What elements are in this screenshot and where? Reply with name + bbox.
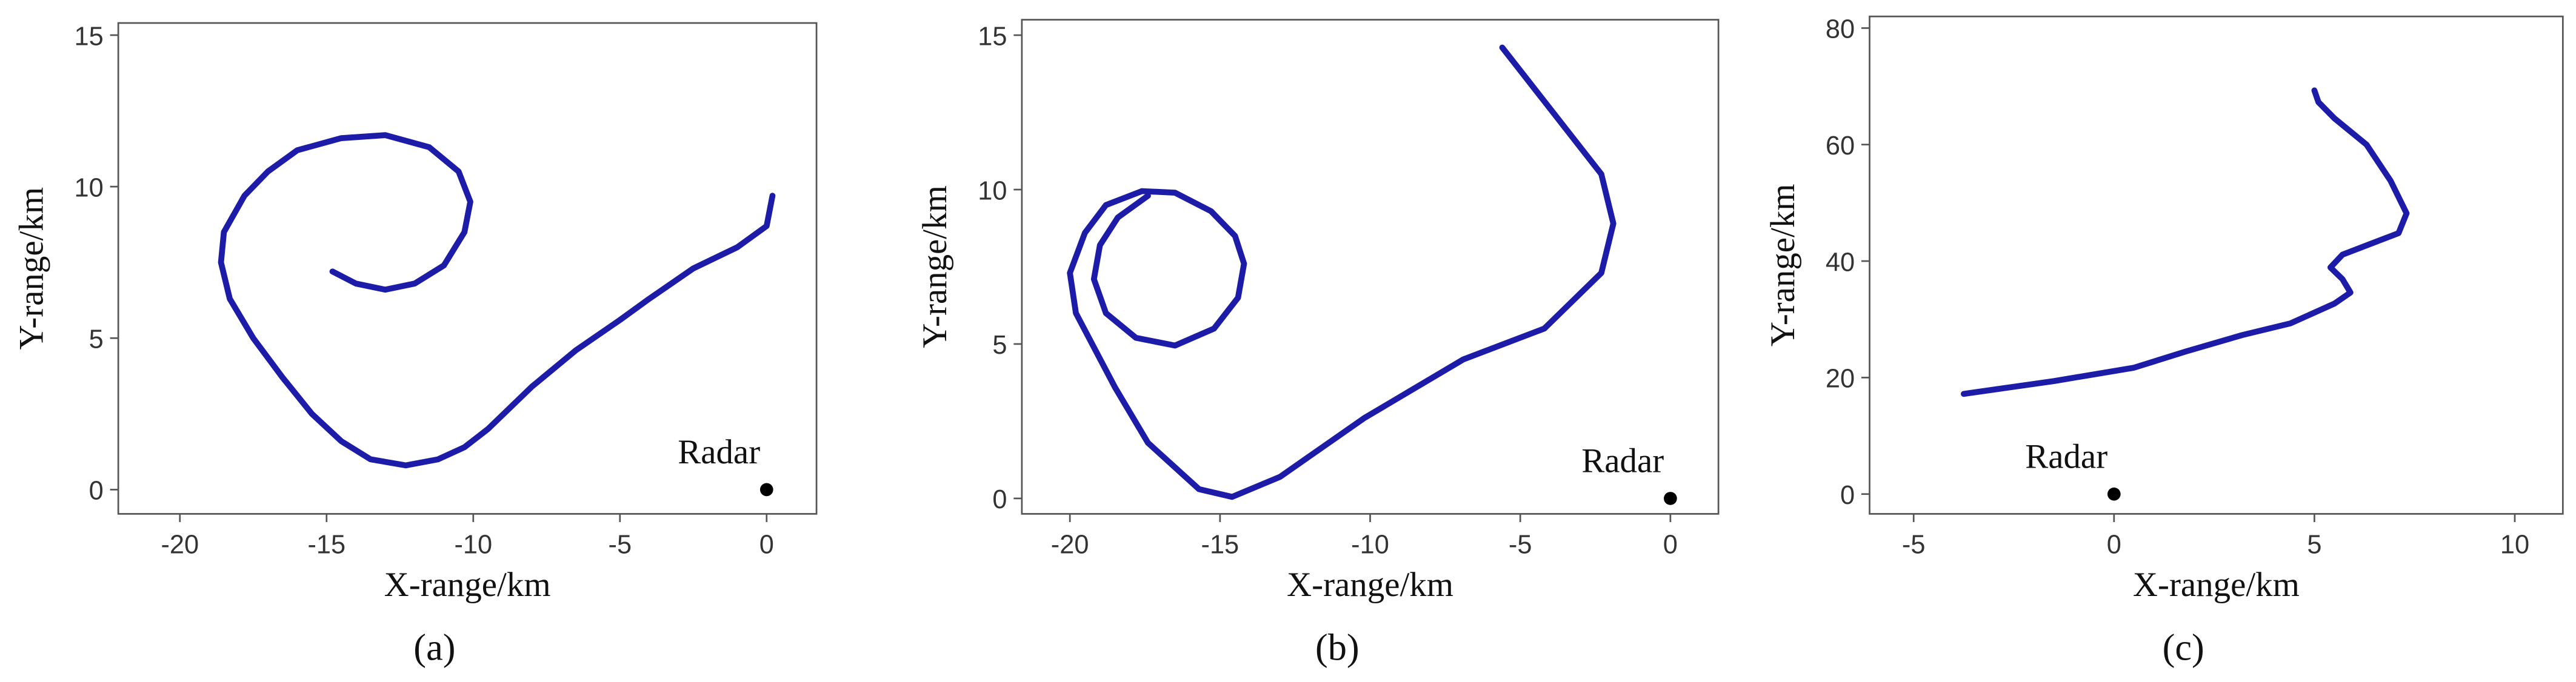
x-tick-label: -10 [1351, 530, 1389, 559]
panel: -5 0 5 10 0 20 40 60 80 X-range/km Y-range/km (c) Ra… [1764, 15, 2564, 669]
radar-marker [759, 483, 773, 497]
x-tick-label: 10 [2500, 530, 2529, 559]
y-tick-label: 5 [992, 331, 1007, 360]
x-tick-label: -10 [454, 530, 492, 559]
x-tick-label: 5 [2307, 530, 2321, 559]
y-axis-label: Y-range/km [1764, 184, 1802, 346]
x-tick-label: 0 [759, 530, 774, 559]
plot-frame [1021, 19, 1720, 515]
panel: -20 -15 -10 -5 0 0 5 10 15 X-range/km Y-range/km (b… [916, 19, 1720, 669]
trajectory [1067, 44, 1617, 500]
caption: (b) [1315, 627, 1360, 669]
trajectory [218, 132, 776, 469]
x-axis-label: X-range/km [1287, 566, 1453, 604]
y-tick-label: 0 [89, 477, 104, 506]
trajectory [1960, 87, 2410, 397]
y-tick-label: 15 [75, 22, 104, 51]
plot-frame [117, 22, 818, 515]
radar-label: Radar [1581, 442, 1664, 480]
y-tick-label: 15 [978, 22, 1007, 51]
y-axis-label: Y-range/km [916, 185, 954, 348]
radar-label: Radar [678, 433, 760, 471]
x-tick-label: 0 [2107, 530, 2121, 559]
y-tick-label: 40 [1826, 248, 1855, 277]
plot-frame [1869, 15, 2564, 515]
y-tick-label: 20 [1826, 365, 1855, 394]
y-tick-label: 5 [89, 325, 104, 354]
y-tick-label: 0 [1840, 481, 1855, 510]
x-tick-label: 0 [1663, 530, 1678, 559]
x-tick-label: -15 [307, 530, 345, 559]
radar-label: Radar [2025, 437, 2107, 475]
x-axis-label: X-range/km [384, 566, 551, 604]
radar-marker [2107, 487, 2121, 501]
caption: (c) [2163, 627, 2204, 669]
y-axis-label: Y-range/km [12, 187, 50, 350]
caption: (a) [413, 627, 455, 669]
y-tick-label: 0 [992, 485, 1007, 514]
x-tick-label: -20 [161, 530, 199, 559]
y-tick-label: 80 [1826, 15, 1855, 44]
x-tick-label: -5 [1902, 530, 1926, 559]
y-tick-label: 10 [978, 176, 1007, 205]
x-tick-label: -5 [1509, 530, 1532, 559]
x-tick-label: -5 [609, 530, 632, 559]
x-tick-label: -20 [1051, 530, 1089, 559]
y-tick-label: 60 [1826, 131, 1855, 161]
radar-marker [1664, 492, 1677, 505]
x-tick-label: -15 [1201, 530, 1240, 559]
panel: -20 -15 -10 -5 0 0 5 10 15 X-range/km Y-range/km (a… [12, 22, 818, 669]
x-axis-label: X-range/km [2133, 566, 2300, 604]
y-tick-label: 10 [75, 173, 104, 202]
